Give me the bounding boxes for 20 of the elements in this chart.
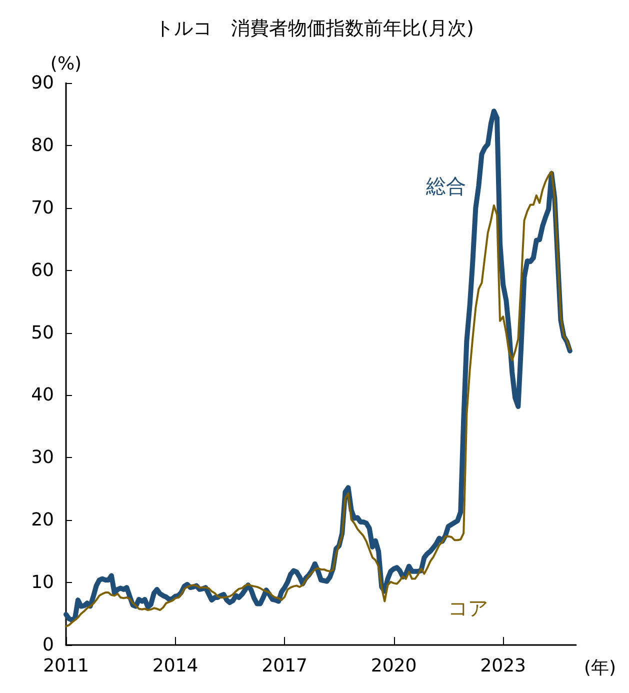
x-axis-title: (年): [584, 658, 616, 678]
x-tick-label: 2014: [152, 656, 198, 676]
y-axis-title: (%): [50, 54, 82, 74]
x-tick-label: 2011: [43, 656, 89, 676]
series-label: コア: [448, 596, 488, 620]
y-tick-label: 80: [31, 134, 54, 156]
y-tick-label: 60: [31, 260, 54, 281]
y-tick-label: 30: [31, 447, 54, 468]
y-tick-label: 50: [31, 322, 54, 344]
x-tick-label: 2020: [370, 656, 417, 676]
series-label: 総合: [425, 174, 466, 198]
y-tick-label: 20: [31, 510, 54, 531]
x-tick-label: 2017: [262, 656, 308, 676]
y-tick-label: 90: [31, 72, 54, 94]
chart-title: トルコ 消費者物価指数前年比(月次): [155, 18, 474, 40]
y-tick-label: 40: [31, 384, 54, 406]
y-tick-label: 70: [31, 197, 54, 218]
y-tick-label: 0: [42, 634, 54, 656]
x-tick-label: 2023: [480, 656, 526, 676]
y-tick-label: 10: [31, 572, 54, 594]
